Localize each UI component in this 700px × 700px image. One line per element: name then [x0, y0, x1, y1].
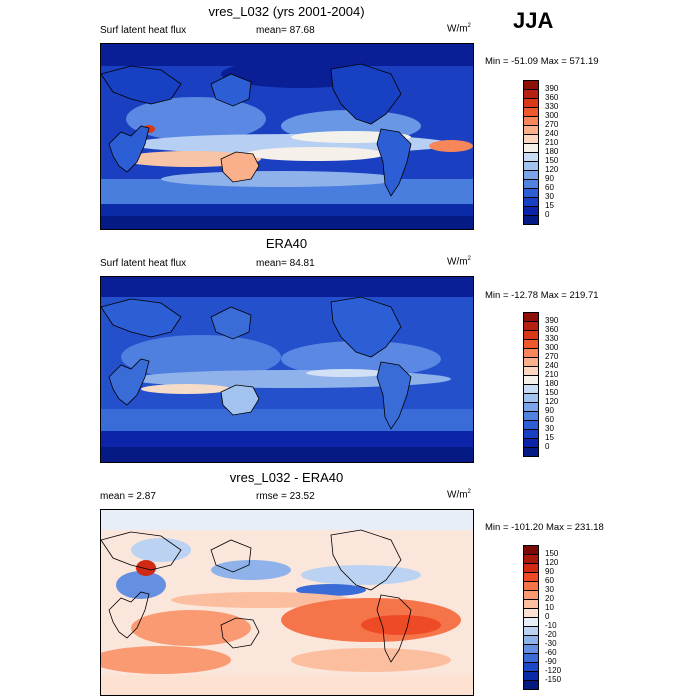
colorbar-tick-label: 60 — [545, 183, 554, 192]
colorbar-tick-label: -120 — [545, 666, 562, 675]
panel-1-title: vres_L032 (yrs 2001-2004) — [208, 4, 365, 19]
panel-2-units: W/m2 — [447, 256, 471, 268]
colorbar-tick-label: 150 — [545, 156, 559, 165]
colorbar-tick-label: 90 — [545, 567, 554, 576]
colorbar-tick-label: 90 — [545, 406, 554, 415]
panel-3-rmse-label: rmse = 23.52 — [256, 491, 315, 502]
colorbar-tick-label: 330 — [545, 102, 559, 111]
colorbar-tick-label: 270 — [545, 120, 559, 129]
colorbar-cell — [523, 447, 539, 457]
panel-3-minmax: Min = -101.20 Max = 231.18 — [485, 522, 604, 533]
panel-3-colorbar: 150 120 90 60 30 20 10 0 -10 -20 -30 -60 -90 -120 -150 — [523, 545, 583, 690]
colorbar-tick-label: 60 — [545, 576, 554, 585]
panel-3-title: vres_L032 - ERA40 — [229, 470, 344, 485]
panel-1-variable-label: Surf latent heat flux — [100, 25, 187, 36]
colorbar-tick-label: -90 — [545, 657, 557, 666]
colorbar-tick-label: 390 — [545, 84, 559, 93]
panel-2-map — [100, 276, 474, 463]
panel-1-units: W/m2 — [447, 23, 471, 35]
panel-2-minmax: Min = -12.78 Max = 219.71 — [485, 290, 599, 301]
panel-3-units: W/m2 — [447, 489, 471, 501]
season-label: JJA — [513, 8, 554, 33]
colorbar-tick-label: 30 — [545, 585, 554, 594]
colorbar-tick-label: 120 — [545, 165, 559, 174]
colorbar-tick-label: 360 — [545, 93, 559, 102]
colorbar-tick-label: 120 — [545, 397, 559, 406]
colorbar-tick-label: 30 — [545, 424, 554, 433]
colorbar-tick-label: 0 — [545, 210, 550, 219]
colorbar-tick-label: -60 — [545, 648, 557, 657]
panel-2-title: ERA40 — [265, 236, 308, 251]
colorbar-tick-label: 15 — [545, 433, 554, 442]
colorbar-tick-label: 210 — [545, 138, 559, 147]
panel-1-colorbar: 390 360 330 300 270 240 210 180 150 120 90 60 30 15 0 — [523, 80, 583, 225]
colorbar-tick-label: 360 — [545, 325, 559, 334]
colorbar-tick-label: 15 — [545, 201, 554, 210]
colorbar-tick-label: 150 — [545, 549, 559, 558]
colorbar-tick-label: 240 — [545, 361, 559, 370]
colorbar-tick-label: 10 — [545, 603, 554, 612]
colorbar-tick-label: 330 — [545, 334, 559, 343]
colorbar-tick-label: 20 — [545, 594, 554, 603]
panel-1-map — [100, 43, 474, 230]
colorbar-cell — [523, 680, 539, 690]
colorbar-tick-label: 210 — [545, 370, 559, 379]
panel-2-mean-label: mean= 84.81 — [256, 258, 315, 269]
panel-2-variable-label: Surf latent heat flux — [100, 258, 187, 269]
colorbar-tick-label: -20 — [545, 630, 557, 639]
panel-1-minmax: Min = -51.09 Max = 571.19 — [485, 56, 599, 67]
panel-1-mean-label: mean= 87.68 — [256, 25, 315, 36]
colorbar-tick-label: 240 — [545, 129, 559, 138]
colorbar-tick-label: 150 — [545, 388, 559, 397]
colorbar-tick-label: 30 — [545, 192, 554, 201]
colorbar-tick-label: -150 — [545, 675, 562, 684]
colorbar-tick-label: -30 — [545, 639, 557, 648]
panel-3-map — [100, 509, 474, 696]
colorbar-tick-label: 390 — [545, 316, 559, 325]
colorbar-tick-label: 0 — [545, 612, 550, 621]
colorbar-tick-label: -10 — [545, 621, 557, 630]
panel-3-mean-label: mean = 2.87 — [100, 491, 156, 502]
colorbar-tick-label: 120 — [545, 558, 559, 567]
colorbar-tick-label: 270 — [545, 352, 559, 361]
colorbar-tick-label: 180 — [545, 147, 559, 156]
colorbar-tick-label: 300 — [545, 111, 559, 120]
colorbar-tick-label: 180 — [545, 379, 559, 388]
colorbar-tick-label: 0 — [545, 442, 550, 451]
colorbar-tick-label: 60 — [545, 415, 554, 424]
colorbar-tick-label: 90 — [545, 174, 554, 183]
panel-2-colorbar: 390 360 330 300 270 240 210 180 150 120 90 60 30 15 0 — [523, 312, 583, 457]
colorbar-cell — [523, 215, 539, 225]
colorbar-tick-label: 300 — [545, 343, 559, 352]
